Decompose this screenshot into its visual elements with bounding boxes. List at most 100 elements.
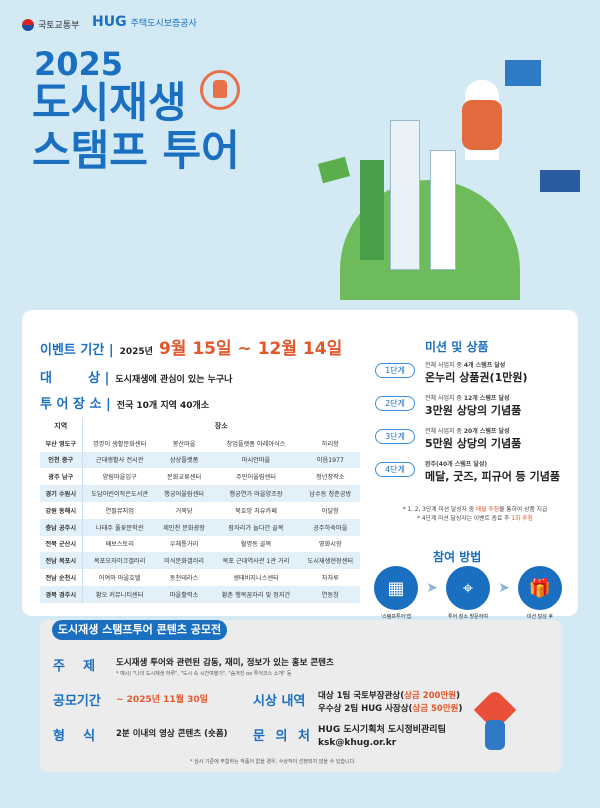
step-prize: 5만원 상당의 기념품 xyxy=(425,437,522,450)
event-period: 이벤트 기간 | 2025년 9월 15일 ~ 12월 14일 xyxy=(40,334,342,359)
place-cell: 차차루 xyxy=(321,575,339,583)
place-value: 전국 10개 지역 40개소 xyxy=(116,401,210,411)
table-row: 전남 순천시 어여와 마을호텔 동천테라스 생태비지니스센터 차차루 xyxy=(40,569,360,586)
place-cell: 공주하숙마을 xyxy=(300,518,360,536)
place-cell: 우체통거리 xyxy=(169,541,199,549)
heart-illustration xyxy=(470,688,520,750)
missions-list: 1단계 전체 사업지 중 4개 스탬프 달성 온누리 상품권(1만원) 2단계 … xyxy=(375,360,575,492)
table-header-region: 지역 xyxy=(40,418,83,435)
mission-step: 2단계 전체 사업지 중 12개 스탬프 달성 3만원 상당의 기념품 xyxy=(375,393,575,418)
mission-step: 1단계 전체 사업지 중 4개 스탬프 달성 온누리 상품권(1만원) xyxy=(375,360,575,385)
target-value: 도시재생에 관심이 있는 누구나 xyxy=(115,375,233,385)
topic-example: * 예시) "나의 도시재생 하루", "도시 속 시간여행기", "숨겨진 o… xyxy=(116,671,292,677)
step-condition-bold: 20개 스탬프 달성 xyxy=(463,428,510,435)
how-title: 참여 방법 xyxy=(433,550,482,564)
region-cell: 강원 동해시 xyxy=(40,501,83,519)
region-cell: 광주 남구 xyxy=(40,468,83,486)
missions-note: * 1, 2, 3단계 미션 달성자 중 매월 추첨을 통하여 상품 지급 * … xyxy=(402,507,548,522)
hug-logo: HUG 주택도시보증공사 xyxy=(92,14,197,30)
region-cell: 전남 목포시 xyxy=(40,552,83,570)
place-cell: 연동창 xyxy=(300,585,360,603)
arrow-icon: ➤ xyxy=(426,580,438,596)
format-label: 형 식 xyxy=(53,729,96,744)
place-cell: 봉산마을 xyxy=(172,440,196,448)
place-cell: 목포 근대역사관 1관 거리 xyxy=(211,552,301,570)
taegeuk-icon xyxy=(22,18,34,31)
contest-footnote: * 심사 기준에 부합하는 작품이 없을 경우, 수상작이 선정되지 않을 수 … xyxy=(190,759,356,765)
step-badge: 2단계 xyxy=(375,396,415,411)
year: 2025 xyxy=(34,45,124,83)
place-cell: 행궁연가 마을양조장 xyxy=(211,485,301,502)
org-name: 주택도시보증공사 xyxy=(130,18,197,29)
table-row: 전남 목포시 목포모자이크갤러리 미식문화갤러리 목포 근대역사관 1관 거리 도시재생… xyxy=(40,552,360,570)
step-prize: 3만원 상당의 기념품 xyxy=(425,404,522,417)
region-cell: 충남 공주시 xyxy=(40,518,83,536)
how-step: ▦ '스탬프투어'앱설치 및 회원가입 xyxy=(368,566,424,628)
region-cell: 전남 순천시 xyxy=(40,569,83,586)
period-year: 2025년 xyxy=(119,347,153,357)
place-cell: 문화교류센터 xyxy=(167,474,202,482)
contest-period-label: 공모기간 xyxy=(53,694,101,709)
period-label: 이벤트 기간 | xyxy=(40,343,114,358)
topic-label: 주 제 xyxy=(53,659,96,674)
place-cell: 어달항 xyxy=(321,507,339,515)
stamp-icon xyxy=(200,70,240,110)
map-pin-icon: ⌖ xyxy=(445,566,490,610)
table-header-place: 장소 xyxy=(214,422,228,431)
award-label: 시상 내역 xyxy=(253,694,306,709)
place-cell: 남수동 청춘공방 xyxy=(300,485,360,502)
place-cell: 청년창작소 xyxy=(316,474,345,482)
step-badge: 1단계 xyxy=(375,363,415,378)
step-condition-bold: 4개 스탬프 달성 xyxy=(463,362,506,369)
place-cell: 마시안마을 xyxy=(211,451,301,469)
place-cell: 연필뮤지엄 xyxy=(105,507,134,515)
contest-period-value: ~ 2025년 11월 30일 xyxy=(116,695,208,705)
step-condition: 전체 사업지 중 xyxy=(425,395,464,402)
place-cell: 행궁어울림센터 xyxy=(156,485,212,502)
table-row: 광주 남구 양림마을입구 문화교류센터 주민어울림센터 청년창작소 xyxy=(40,468,360,486)
target-label: 대 상 | xyxy=(40,371,110,386)
table-row: 부산 영도구 깡깡이 생활문화센터 봉산마을 창업플랫폼 아레아식스 하리항 xyxy=(40,434,360,452)
table-row: 인천 중구 근대생활사 전시관 상상플랫폼 마시안마을 이음1977 xyxy=(40,451,360,469)
place-cell: 어여와 마을호텔 xyxy=(98,575,141,583)
step-badge: 4단계 xyxy=(375,462,415,477)
step-condition-bold: 완주(40개 스탬프 달성) xyxy=(425,461,488,468)
org-name: 국토교통부 xyxy=(38,21,80,31)
place-cell: 잠자리가 놀다간 골목 xyxy=(211,518,301,536)
table-row: 전북 군산시 째보스토리 우체통거리 월명동 골목 영화시장 xyxy=(40,535,360,553)
title-line1: 도시재생 xyxy=(32,78,187,127)
hug-brand: HUG xyxy=(92,14,127,30)
step-prize: 메달, 굿즈, 피규어 등 기념품 xyxy=(425,470,560,483)
molit-logo: 국토교통부 xyxy=(22,18,79,31)
table-row: 강원 동해시 연필뮤지엄 거북당 묵호앙 치유카페 어달항 xyxy=(40,501,360,519)
place-cell: 마을활력소 xyxy=(156,585,212,603)
arrow-icon: ➤ xyxy=(498,580,510,596)
table-row: 충남 공주시 나태주 풀꽃문학관 제민천 문화광장 잠자리가 놀다간 골목 공주하숙마을 xyxy=(40,518,360,536)
hero-illustration xyxy=(250,60,590,300)
contact-value: HUG 도시기획처 도시정비관리팀 ksk@khug.or.kr xyxy=(318,725,446,748)
qr-code-icon: ▦ xyxy=(374,566,418,610)
region-cell: 전북 군산시 xyxy=(40,535,83,553)
place-cell: 주민어울림센터 xyxy=(236,474,276,482)
place-cell: 황촌 행복꿈자리 및 정지간 xyxy=(211,585,301,603)
place-cell: 거북당 xyxy=(175,507,193,515)
topic-value: 도시재생 투어와 관련된 감동, 재미, 정보가 있는 홍보 콘텐츠 xyxy=(116,658,334,668)
place-cell: 목포모자이크갤러리 xyxy=(82,552,157,570)
mission-step: 3단계 전체 사업지 중 20개 스탬프 달성 5만원 상당의 기념품 xyxy=(375,426,575,451)
step-condition: 전체 사업지 중 xyxy=(425,428,464,435)
place-cell: 이음1977 xyxy=(300,451,360,469)
table-row: 경북 경주시 황오 커뮤니티센터 마을활력소 황촌 행복꿈자리 및 정지간 연동창 xyxy=(40,585,360,603)
step-condition-bold: 12개 스탬프 달성 xyxy=(463,395,510,402)
place-cell: 하리항 xyxy=(321,440,339,448)
target: 대 상 | 도시재생에 관심이 있는 누구나 xyxy=(40,367,232,386)
place-label: 투 어 장 소 | xyxy=(40,397,111,412)
place-cell: 상상플랫폼 xyxy=(156,451,212,469)
how-steps: ▦ '스탬프투어'앱설치 및 회원가입➤ ⌖ 투어 장소 방문하여스탬프 획득➤… xyxy=(368,566,568,628)
place-cell: 째보스토리 xyxy=(105,541,134,549)
title-line2: 스탬프 투어 xyxy=(32,126,240,175)
missions-title: 미션 및 상품 xyxy=(425,340,489,354)
place-cell: 나태주 풀꽃문학관 xyxy=(82,518,157,536)
region-cell: 부산 영도구 xyxy=(40,434,83,452)
step-prize: 온누리 상품권(1만원) xyxy=(425,371,528,384)
mission-step: 4단계 완주(40개 스탬프 달성) 메달, 굿즈, 피규어 등 기념품 xyxy=(375,459,575,484)
